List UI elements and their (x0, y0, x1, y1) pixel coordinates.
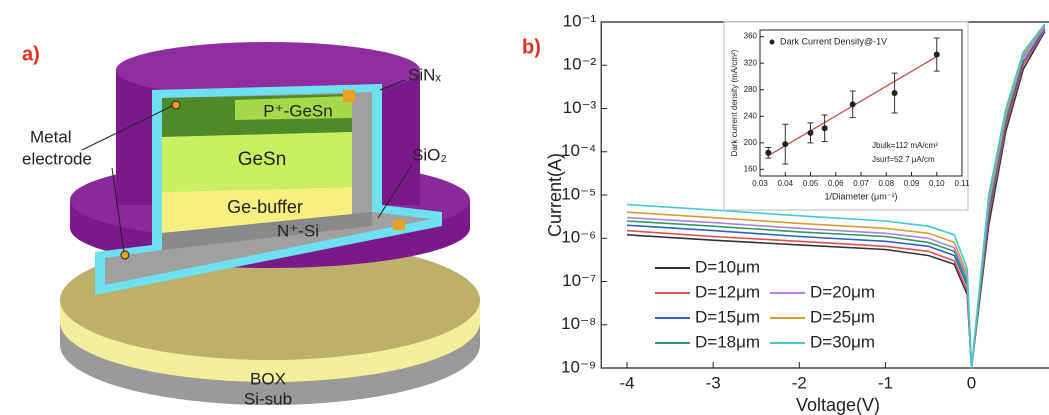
y-tick-label: 10⁻⁴ (561, 141, 596, 160)
label: SiNₓ (408, 65, 441, 84)
y-tick-label: 10⁻³ (563, 98, 597, 117)
point (807, 129, 814, 136)
label: GeSn (238, 149, 287, 170)
charts: b) 10⁻⁹ 10⁻⁸ 10⁻⁷ 10⁻⁶ 10⁻⁵ 10⁻⁴ 10⁻³ 10⁻² 10⁻¹ -4… (522, 11, 1049, 415)
leader-line (111, 167, 125, 253)
point (891, 90, 898, 97)
legend-marker (769, 39, 775, 45)
legend-label: D=15μm (695, 307, 760, 326)
series-line (626, 29, 1046, 369)
y-tick-label: 10⁻⁶ (561, 228, 596, 247)
x-tick-label: 0.05 (803, 179, 819, 188)
metal-pad (343, 90, 355, 102)
x-tick-label: -1 (878, 373, 893, 392)
annotation: Jbulk=112 mA/cm² (872, 141, 938, 150)
panel-label: a) (22, 43, 40, 65)
point (933, 51, 940, 58)
series-line (626, 31, 1046, 369)
legend-label: D=30μm (810, 332, 875, 351)
y-tick-label: 200 (744, 138, 758, 147)
y-tick-label: 160 (744, 164, 758, 173)
y-tick-label: 10⁻⁸ (561, 314, 596, 333)
metal-contact (120, 250, 130, 260)
series-line (626, 28, 1046, 369)
x-tick-label: 0.09 (904, 179, 920, 188)
point (782, 141, 789, 148)
x-tick-label: -2 (792, 373, 807, 392)
legend-label: Dark Current Density@-1V (780, 36, 887, 46)
label: Metal (30, 127, 72, 146)
x-tick-label: 0.06 (828, 179, 844, 188)
y-axis-label: Current(A) (545, 153, 565, 237)
point (765, 149, 772, 156)
y-tick-label: 10⁻⁹ (561, 357, 596, 376)
ge-buffer-layer (162, 187, 352, 233)
leader-line (81, 105, 173, 151)
metal-contact (171, 100, 181, 110)
y-tick-label: 280 (744, 85, 758, 94)
device-diagram: a) Metal electrode P⁺-GeSn GeSn Ge-buffe… (22, 42, 480, 408)
legend-label: D=18μm (695, 332, 760, 351)
y-axis-label: Dark current density (mA/cm²) (730, 49, 739, 156)
y-tick-label: 10⁻² (563, 55, 597, 74)
x-tick-label: 0.11 (955, 179, 971, 188)
y-tick-label: 320 (744, 58, 758, 67)
series-line (626, 24, 1046, 369)
label: SiO₂ (412, 145, 447, 164)
x-tick-label: 0 (967, 373, 976, 392)
x-axis-label: Voltage(V) (796, 395, 880, 415)
legend-label: D=10μm (695, 257, 760, 276)
legend-label: D=12μm (695, 282, 760, 301)
label: electrode (22, 149, 92, 168)
x-tick-label: -4 (619, 373, 634, 392)
y-tick-label: 10⁻⁵ (561, 184, 596, 203)
y-tick-label: 10⁻¹ (563, 11, 597, 30)
upper-mesa-top (116, 42, 420, 98)
annotation: Jsurf=52.7 μA/cm (872, 155, 935, 164)
series-line (626, 23, 1046, 369)
x-tick-label: 0.03 (752, 179, 768, 188)
point (849, 101, 856, 108)
legend-label: D=25μm (810, 307, 875, 326)
label: Ge-buffer (227, 197, 303, 217)
leader-line (379, 79, 406, 91)
label: Si-sub (244, 389, 292, 408)
y-tick-label: 10⁻⁷ (562, 271, 596, 290)
y-tick-label: 240 (744, 111, 758, 120)
legend-label: D=20μm (810, 282, 875, 301)
inset-background (723, 21, 969, 211)
panel-label: b) (522, 36, 541, 58)
p-gesn-top (235, 96, 352, 120)
x-tick-label: 0.10 (929, 179, 945, 188)
gesn-layer (162, 132, 352, 192)
x-tick-label: -3 (706, 373, 721, 392)
point (821, 125, 828, 132)
leader-line (377, 164, 413, 219)
y-tick-label: 360 (744, 32, 758, 41)
label: N⁺-Si (277, 221, 319, 240)
label: BOX (250, 369, 286, 388)
label: P⁺-GeSn (263, 101, 332, 120)
x-tick-label: 0.04 (777, 179, 793, 188)
x-tick-label: 0.08 (878, 179, 894, 188)
n-si-layer (162, 212, 372, 250)
x-tick-label: 0.07 (853, 179, 869, 188)
plot-area (626, 23, 1046, 369)
metal-pad (393, 220, 405, 230)
x-axis-label: 1/Diameter (μm⁻¹) (825, 191, 898, 201)
